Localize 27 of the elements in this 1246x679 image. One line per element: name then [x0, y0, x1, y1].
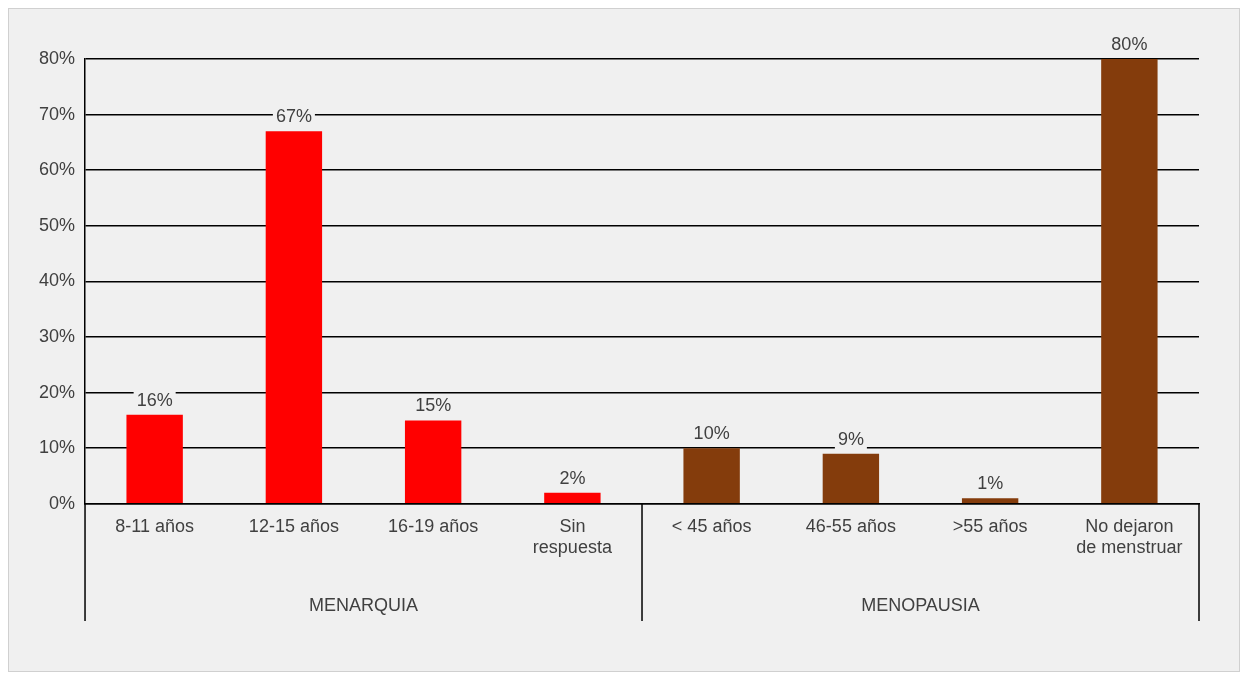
data-label: 2%	[559, 467, 586, 488]
data-label: 10%	[693, 423, 730, 444]
y-tick-label: 70%	[39, 103, 76, 124]
data-label: 67%	[275, 106, 312, 127]
text: MENARQUIA	[309, 594, 419, 615]
y-tick-label: 50%	[39, 214, 76, 235]
data-label: 16%	[136, 389, 173, 410]
x-tick-label: >55 años	[952, 515, 1028, 536]
y-tick-label: 10%	[39, 437, 76, 458]
text: MENOPAUSIA	[861, 594, 980, 615]
x-tick-label: 12-15 años	[248, 515, 339, 536]
y-tick-label: 80%	[39, 47, 76, 68]
x-tick-label: Sin respuesta	[532, 515, 613, 558]
data-label: 9%	[837, 428, 864, 449]
data-label: 15%	[415, 395, 452, 416]
y-tick-label: 0%	[49, 492, 76, 513]
x-tick-label: No dejaron de menstruar	[1076, 515, 1183, 558]
y-tick-label: 40%	[39, 270, 76, 291]
y-tick-label: 30%	[39, 325, 76, 346]
x-tick-label: 16-19 años	[388, 515, 479, 536]
x-tick-label: 46-55 años	[805, 515, 896, 536]
y-tick-label: 60%	[39, 159, 76, 180]
y-tick-label: 20%	[39, 381, 76, 402]
x-tick-label: 8-11 años	[115, 515, 195, 536]
data-label: 1%	[977, 473, 1004, 494]
data-label: 80%	[1111, 33, 1148, 54]
x-tick-label: < 45 años	[671, 515, 752, 536]
